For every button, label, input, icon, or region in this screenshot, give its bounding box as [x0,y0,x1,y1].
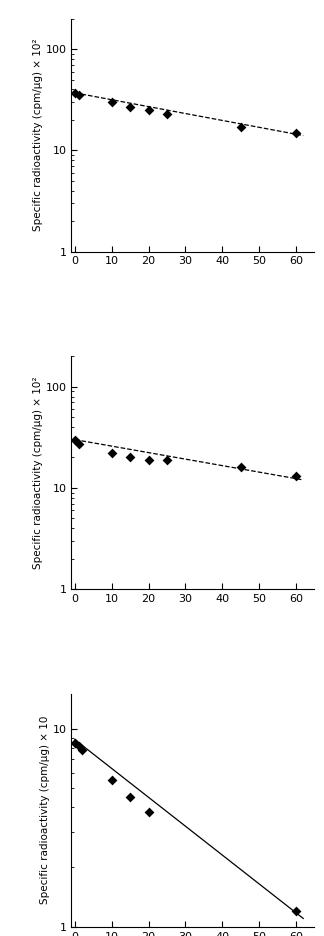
Point [293,125,298,140]
Point [76,437,81,452]
Point [128,790,133,805]
Point [146,452,151,467]
Point [164,452,169,467]
Point [128,450,133,465]
Point [293,469,298,484]
Point [238,460,243,475]
Point [72,735,77,750]
Point [72,85,77,100]
Point [128,99,133,114]
Point [238,120,243,135]
Y-axis label: Specific radioactivity (cpm/μg) × 10²: Specific radioactivity (cpm/μg) × 10² [33,376,43,569]
Point [109,446,114,461]
Point [76,88,81,103]
Point [146,804,151,819]
Point [80,742,85,757]
Point [293,903,298,918]
Point [164,107,169,122]
Y-axis label: Specific radioactivity (cpm/μg) × 10: Specific radioactivity (cpm/μg) × 10 [40,716,50,904]
Point [76,739,81,753]
Point [109,772,114,787]
Point [146,103,151,118]
Point [72,432,77,447]
Y-axis label: Specific radioactivity (cpm/μg) × 10²: Specific radioactivity (cpm/μg) × 10² [33,39,43,231]
Point [109,95,114,110]
